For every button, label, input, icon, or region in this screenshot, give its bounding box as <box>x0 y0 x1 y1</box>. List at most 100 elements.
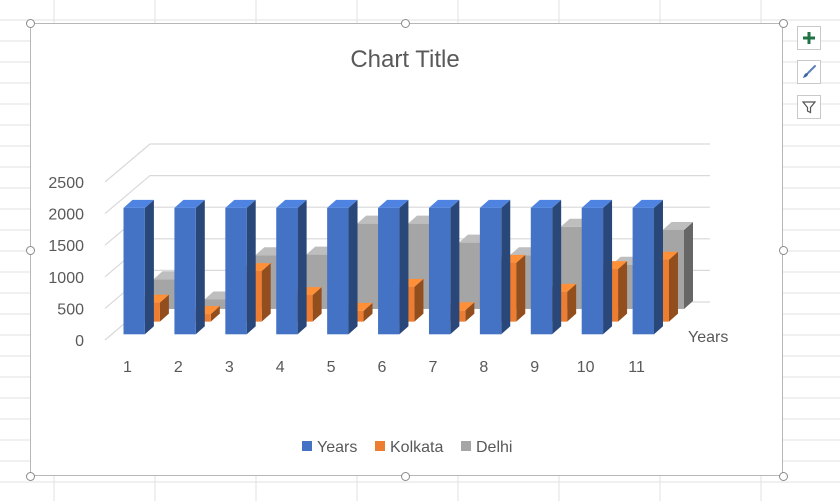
bar-side <box>450 199 460 335</box>
bar-front <box>174 207 196 335</box>
legend[interactable]: Years Kolkata Delhi <box>302 439 512 456</box>
bar-front <box>479 207 502 335</box>
bar-side <box>501 199 511 335</box>
bar-side <box>297 199 307 335</box>
chart-title[interactable]: Chart Title <box>350 46 459 73</box>
bar-side <box>195 199 205 335</box>
bar-side <box>683 221 693 309</box>
bar-top <box>428 199 460 208</box>
legend-entry-years[interactable]: Years <box>302 439 357 456</box>
chart-filters-button[interactable] <box>797 95 821 119</box>
resize-handle-bottom-left[interactable] <box>26 472 35 481</box>
bar-side <box>210 306 220 322</box>
bar-side <box>363 302 373 322</box>
resize-handle-top-center[interactable] <box>401 19 410 28</box>
legend-swatch <box>302 441 312 451</box>
bar-side <box>312 287 322 322</box>
legend-swatch <box>375 441 385 451</box>
bar-years-11[interactable] <box>632 199 663 335</box>
x-tick-label: 1 <box>123 359 132 376</box>
bar-side <box>159 294 169 322</box>
bar-top <box>632 199 663 208</box>
bar-years-4[interactable] <box>276 199 307 335</box>
bar-top <box>530 199 562 208</box>
gridline <box>104 175 710 215</box>
resize-handle-top-left[interactable] <box>26 19 35 28</box>
legend-label: Delhi <box>476 439 512 456</box>
x-tick-label: 9 <box>530 359 539 376</box>
bar-top <box>479 199 511 208</box>
bar-front <box>378 207 400 335</box>
bar-front <box>357 223 379 309</box>
chart-elements-button[interactable] <box>797 26 821 50</box>
y-axis[interactable]: 0 500 1000 1500 2000 2500 <box>48 175 84 350</box>
gridline <box>104 143 710 183</box>
bar-top <box>225 199 256 208</box>
resize-handle-bottom-center[interactable] <box>401 472 410 481</box>
bar-side <box>465 302 475 322</box>
series-axis-label[interactable]: Years <box>688 329 728 346</box>
bar-side <box>348 199 358 335</box>
bar-front <box>581 207 604 335</box>
bar-top <box>276 199 307 208</box>
funnel-icon <box>802 101 816 114</box>
x-axis[interactable]: 1 2 3 4 5 6 7 8 9 10 11 <box>123 359 645 376</box>
bar-side <box>144 199 154 335</box>
y-tick-label: 2000 <box>48 207 84 224</box>
x-tick-label: 11 <box>628 359 645 376</box>
legend-entry-delhi[interactable]: Delhi <box>461 439 512 456</box>
bar-years-10[interactable] <box>581 199 613 335</box>
bar-front <box>225 207 247 335</box>
x-tick-label: 8 <box>479 359 488 376</box>
legend-swatch <box>461 441 471 451</box>
bar-years-3[interactable] <box>225 199 256 335</box>
bar-top <box>123 199 154 208</box>
bars <box>123 199 693 335</box>
y-tick-label: 1500 <box>48 238 84 255</box>
legend-label: Kolkata <box>390 439 443 456</box>
series-years[interactable] <box>123 199 663 335</box>
bar-side <box>246 199 256 335</box>
resize-handle-top-right[interactable] <box>779 19 788 28</box>
x-tick-label: 3 <box>225 359 234 376</box>
bar-side <box>516 254 526 322</box>
bar-side <box>261 263 271 322</box>
bar-years-2[interactable] <box>174 199 205 335</box>
resize-handle-middle-left[interactable] <box>26 246 35 255</box>
x-tick-label: 2 <box>174 359 183 376</box>
y-tick-label: 500 <box>57 301 84 318</box>
bar-side <box>603 199 613 335</box>
bar-top <box>327 199 358 208</box>
bar-years-1[interactable] <box>123 199 154 335</box>
bar-front <box>530 207 553 335</box>
resize-handle-bottom-right[interactable] <box>779 472 788 481</box>
x-tick-label: 5 <box>327 359 336 376</box>
bar-front <box>204 299 226 309</box>
bar-years-6[interactable] <box>378 199 409 335</box>
bar-side <box>653 199 663 335</box>
x-tick-label: 4 <box>276 359 285 376</box>
x-tick-label: 6 <box>378 359 387 376</box>
bar-years-5[interactable] <box>327 199 358 335</box>
bar-top <box>662 221 693 230</box>
chart-styles-button[interactable] <box>797 60 821 84</box>
bar-side <box>618 261 628 322</box>
resize-handle-middle-right[interactable] <box>779 246 788 255</box>
x-tick-label: 7 <box>428 359 437 376</box>
bar-side <box>552 199 562 335</box>
paintbrush-icon <box>803 65 816 78</box>
bar-years-8[interactable] <box>479 199 511 335</box>
bar-top <box>174 199 205 208</box>
legend-label: Years <box>317 439 357 456</box>
y-tick-label: 0 <box>75 333 84 350</box>
bar-side <box>567 283 577 322</box>
bar-top <box>581 199 613 208</box>
bar-side <box>399 199 409 335</box>
plus-icon <box>803 32 815 44</box>
bar-front <box>632 207 654 335</box>
legend-entry-kolkata[interactable]: Kolkata <box>375 439 443 456</box>
bar-years-7[interactable] <box>428 199 460 335</box>
bar-side <box>668 251 678 322</box>
bar-years-9[interactable] <box>530 199 562 335</box>
